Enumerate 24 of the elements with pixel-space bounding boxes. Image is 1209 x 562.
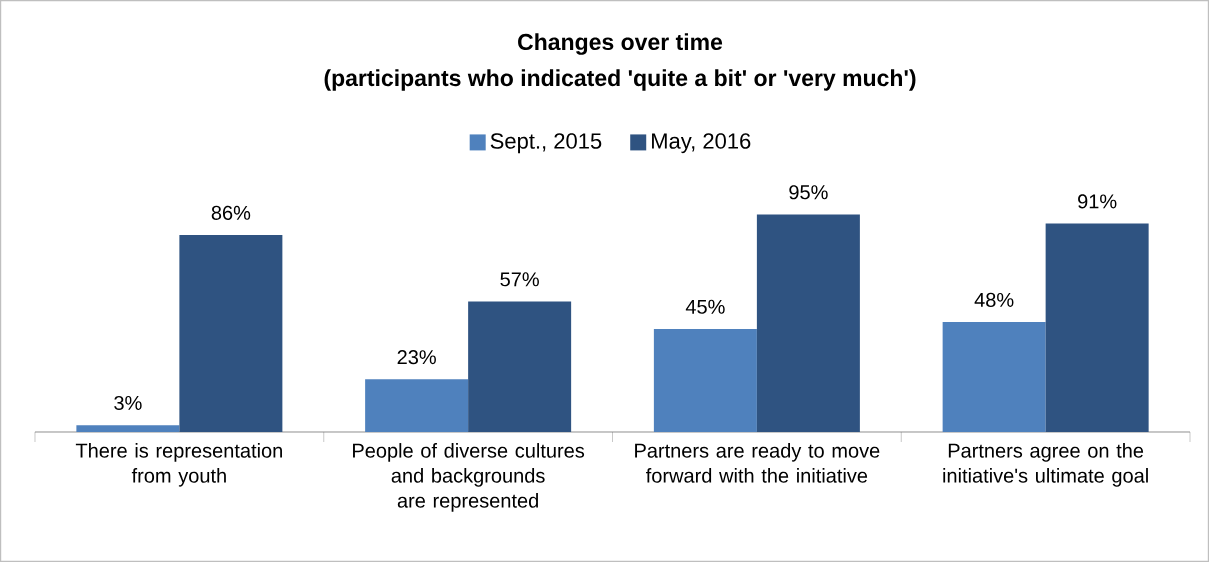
data-label: 91% xyxy=(1078,194,1117,209)
data-label: 23% xyxy=(397,350,436,365)
data-label: 45% xyxy=(685,299,725,314)
bar xyxy=(468,301,572,432)
x-tick-label: People of diverse cultures and backgrounds are represented xyxy=(353,443,585,512)
data-label: 3% xyxy=(114,395,142,411)
data-label: 95% xyxy=(789,185,828,200)
legend-label: Sept., 2015 xyxy=(490,133,602,154)
bar xyxy=(942,322,1046,432)
bar xyxy=(653,328,757,432)
bar xyxy=(1045,223,1149,432)
bar xyxy=(76,425,180,432)
data-label: 48% xyxy=(974,292,1014,307)
chart-title: Changes over time xyxy=(518,33,723,55)
x-tick-label: Partners agree on the initiative's ultimate goal xyxy=(943,443,1148,487)
bar xyxy=(365,379,469,432)
data-label: 57% xyxy=(500,272,539,287)
legend-label: May, 2016 xyxy=(652,133,751,154)
chart-subtitle: (participants who indicated 'quite a bit' or 'very much') xyxy=(324,69,916,91)
bar xyxy=(179,235,283,432)
x-tick-label: There is representation from youth xyxy=(75,443,282,487)
data-label: 86% xyxy=(211,205,251,220)
bar xyxy=(756,214,860,432)
x-tick-label: Partners are ready to move forward with the initiative xyxy=(635,443,880,483)
